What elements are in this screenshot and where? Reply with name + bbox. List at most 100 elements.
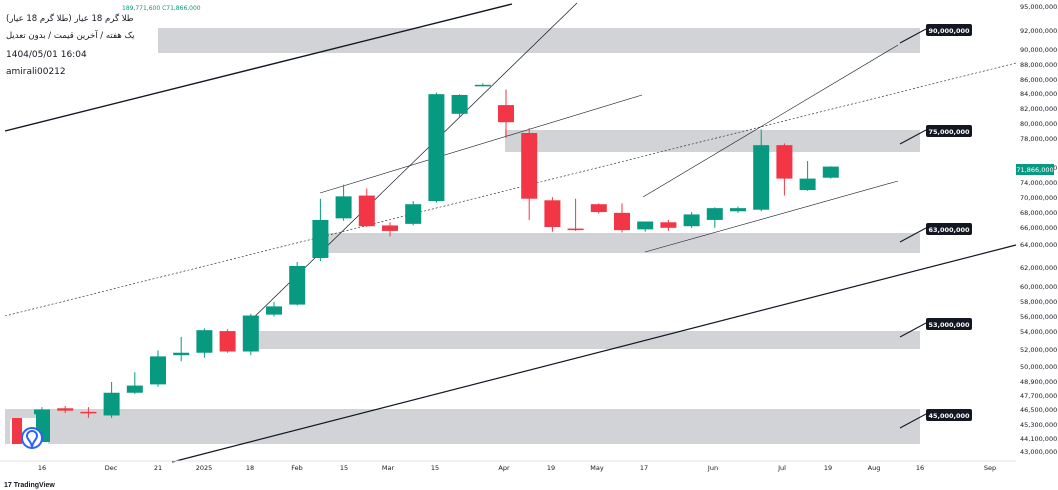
price-tick-label: 84,000,000 bbox=[1020, 90, 1057, 98]
trend-line bbox=[4, 3, 513, 132]
candle bbox=[242, 313, 259, 356]
logo-pin bbox=[25, 430, 39, 449]
candle bbox=[660, 219, 677, 231]
candle bbox=[614, 203, 630, 233]
time-tick-label: Aug bbox=[868, 464, 881, 472]
candle bbox=[173, 336, 190, 362]
time-tick-label: Dec bbox=[105, 464, 118, 472]
zone-price-label: 45,000,000 bbox=[899, 409, 972, 429]
candle-body bbox=[474, 84, 491, 87]
candle-body bbox=[57, 408, 74, 411]
time-tick-label: May bbox=[590, 464, 604, 472]
price-tick-label: 56,000,000 bbox=[1020, 313, 1057, 321]
candle bbox=[590, 203, 607, 214]
time-tick-label: 15 bbox=[431, 464, 439, 472]
brand-logo-icon bbox=[10, 412, 50, 458]
candle-body bbox=[683, 214, 700, 227]
zone-label-pointer bbox=[899, 129, 927, 145]
candle-body bbox=[382, 225, 398, 231]
price-axis[interactable]: 95,000,000 92,000,000 90,000,000 88,000,000… bbox=[1016, 3, 1057, 456]
tradingview-label: TradingView bbox=[13, 482, 55, 489]
candle bbox=[521, 128, 538, 220]
candle-body bbox=[544, 200, 561, 227]
chart-title: طلا گرم 18 عیار (طلا گرم 18 عیار) bbox=[6, 14, 134, 24]
candle bbox=[567, 198, 584, 231]
last-price-label: 71,866,000 bbox=[1016, 166, 1053, 174]
time-tick-label: 19 bbox=[547, 464, 555, 472]
candle-body bbox=[451, 94, 468, 114]
candle-body bbox=[521, 133, 538, 199]
price-tick-label: 92,000,000 bbox=[1020, 27, 1057, 35]
support-resistance-zones bbox=[5, 28, 920, 444]
candle-body bbox=[34, 409, 50, 415]
price-zone bbox=[244, 331, 920, 349]
candle-body bbox=[266, 306, 282, 315]
time-tick-label: 16 bbox=[38, 464, 46, 472]
zone-label-text: 45,000,000 bbox=[928, 412, 970, 420]
author-name: amirali00212 bbox=[6, 67, 66, 77]
candle bbox=[544, 197, 561, 232]
zone-labels: 90,000,000 75,000,000 63,000,000 53,000,000… bbox=[899, 24, 972, 429]
price-tick-label: 95,000,000 bbox=[1020, 3, 1057, 11]
price-tick-label: 60,000,000 bbox=[1020, 283, 1057, 291]
time-tick-label: 19 bbox=[824, 464, 832, 472]
candlestick-series bbox=[34, 83, 839, 431]
candle-body bbox=[567, 228, 584, 231]
candle bbox=[57, 405, 74, 414]
time-tick-label: Jun bbox=[707, 464, 718, 472]
price-tick-label: 45,300,000 bbox=[1020, 421, 1057, 429]
candle-body bbox=[706, 208, 723, 220]
time-tick-label: 15 bbox=[340, 464, 348, 472]
price-tick-label: 43,000,000 bbox=[1020, 448, 1057, 456]
price-tick-label: 54,000,000 bbox=[1020, 328, 1057, 336]
candle-body bbox=[428, 94, 445, 202]
candle-body bbox=[753, 145, 770, 210]
logo-red-bar bbox=[12, 418, 22, 444]
zone-price-label: 63,000,000 bbox=[899, 223, 972, 243]
candle bbox=[266, 301, 282, 317]
zone-label-box bbox=[926, 223, 972, 235]
candle-body bbox=[614, 212, 630, 231]
price-tick-label: 50,000,000 bbox=[1020, 363, 1057, 371]
last-price-badge bbox=[1016, 164, 1054, 175]
candle-body bbox=[80, 411, 97, 414]
candle bbox=[126, 372, 143, 394]
candle-body bbox=[405, 204, 422, 224]
price-tick-label: 82,000,000 bbox=[1020, 105, 1057, 113]
time-tick-label: 18 bbox=[246, 464, 254, 472]
time-tick-label: Sep bbox=[984, 464, 996, 472]
candle-body bbox=[173, 352, 190, 356]
zone-label-box bbox=[926, 318, 972, 330]
candle bbox=[80, 407, 97, 418]
time-tick-label: 17 bbox=[640, 464, 648, 472]
candle bbox=[474, 83, 491, 87]
price-tick-label: 46,500,000 bbox=[1020, 406, 1057, 414]
time-tick-label: 21 bbox=[154, 464, 162, 472]
candle-body bbox=[799, 178, 816, 191]
candle bbox=[776, 143, 793, 196]
price-tick-label: 80,000,000 bbox=[1020, 120, 1057, 128]
candle bbox=[335, 184, 352, 221]
candle bbox=[822, 166, 839, 179]
zone-price-label: 75,000,000 bbox=[899, 125, 972, 145]
candle-body bbox=[103, 392, 120, 416]
candle-body bbox=[822, 166, 839, 178]
time-tick-label: 16 bbox=[916, 464, 924, 472]
price-tick-label: 47,700,000 bbox=[1020, 392, 1057, 400]
price-zone bbox=[158, 28, 920, 53]
price-tick-label: 90,000,000 bbox=[1020, 46, 1057, 54]
zone-price-label: 90,000,000 bbox=[899, 24, 972, 44]
tradingview-brand: 17 TradingView bbox=[4, 482, 55, 489]
candle bbox=[405, 201, 422, 226]
candle bbox=[219, 329, 236, 353]
zone-label-text: 75,000,000 bbox=[928, 128, 970, 136]
price-tick-label: 64,000,000 bbox=[1020, 241, 1057, 249]
candle bbox=[683, 212, 700, 228]
candle-body bbox=[126, 385, 143, 393]
price-tick-label: 74,000,000 bbox=[1020, 179, 1057, 187]
trend-line bbox=[642, 44, 899, 198]
time-axis[interactable]: 16 Dec 21 2025 18 Feb 15 Mar 15 Apr 19 May 17 Jun Jul 1… bbox=[0, 460, 1016, 472]
price-tick-label: 78,000,000 bbox=[1020, 135, 1057, 143]
candle bbox=[730, 206, 746, 213]
